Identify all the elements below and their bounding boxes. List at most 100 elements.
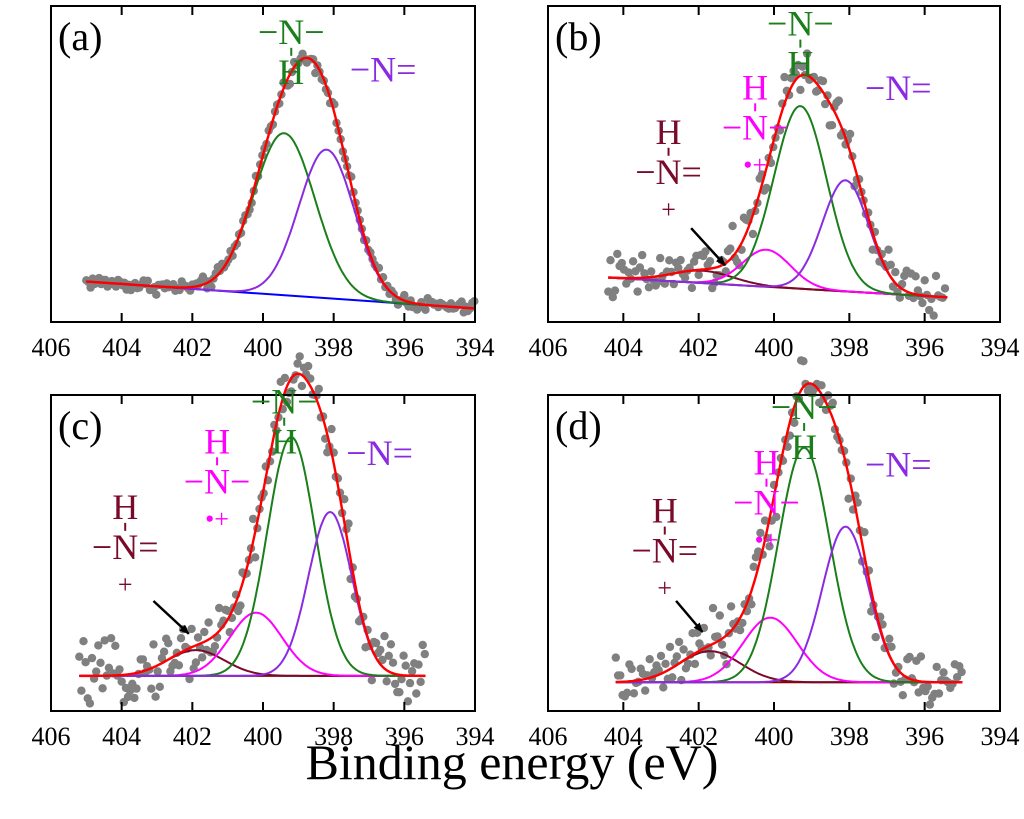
data-point [297, 381, 307, 391]
data-point [115, 665, 124, 674]
species-label: H−N= + [92, 487, 159, 599]
data-point [207, 282, 216, 291]
species-label-line: −N= [631, 531, 698, 571]
species-label-line: −N− [258, 12, 325, 52]
data-point [918, 298, 927, 308]
data-point [611, 653, 620, 662]
data-point [747, 600, 756, 609]
data-point [844, 494, 853, 503]
species-label-line: −N= [865, 444, 932, 484]
data-point [668, 673, 677, 682]
data-point [200, 627, 209, 637]
data-point [77, 686, 86, 695]
data-point [94, 641, 103, 650]
species-label-line: −N= [346, 433, 413, 473]
data-point [656, 253, 665, 263]
data-point [382, 677, 391, 686]
data-point [282, 397, 292, 407]
data-point [251, 553, 260, 562]
data-point [762, 183, 771, 193]
x-tick-label: 400 [244, 722, 283, 751]
panel-d: 406 404 402 400 398 396 394(d)H−N=+H−N−•+−N−H −… [529, 356, 1020, 751]
x-tick-label: 404 [102, 722, 141, 751]
data-point [106, 634, 116, 643]
data-point [756, 528, 765, 538]
data-point [400, 290, 409, 300]
species-label: −N= [865, 68, 932, 108]
species-label: −N−H [771, 387, 838, 467]
data-point [817, 381, 826, 390]
data-point [81, 658, 90, 667]
data-point [661, 659, 670, 668]
data-point [647, 267, 656, 276]
x-tick-label: 398 [830, 722, 869, 751]
data-point [193, 633, 203, 642]
data-point [147, 684, 156, 693]
data-point [713, 632, 722, 641]
data-point [911, 272, 920, 281]
data-point [420, 649, 429, 659]
data-point [790, 418, 799, 427]
data-point [845, 129, 855, 139]
species-label-line: H [753, 443, 779, 483]
envelope-curve [86, 56, 476, 310]
x-tick-label: 394 [456, 722, 495, 751]
data-point [717, 640, 727, 649]
species-label-line: −N− [767, 4, 834, 44]
species-label: −N= [346, 433, 413, 473]
data-point [627, 664, 636, 674]
data-point [679, 645, 688, 654]
data-point [236, 601, 245, 610]
data-point [635, 263, 645, 272]
x-tick-label: 394 [981, 722, 1020, 751]
data-point [75, 652, 84, 661]
x-tick-label: 398 [314, 722, 353, 751]
data-point [327, 424, 336, 434]
data-point [617, 258, 626, 268]
data-point [885, 634, 894, 643]
data-point [287, 387, 296, 396]
species-label-line: H [652, 491, 678, 531]
data-point [818, 76, 828, 86]
annotation-arrow [675, 600, 704, 633]
data-point [608, 293, 617, 302]
data-point [606, 256, 615, 265]
species-label-line: H [112, 487, 138, 527]
species-label: H−N− •+ [184, 421, 251, 533]
data-point [390, 679, 400, 689]
species-label-line: −N= [92, 527, 159, 567]
species-label-line: −N− [722, 107, 789, 147]
panel-label: (a) [58, 14, 102, 59]
species-label-line: −N= [635, 152, 702, 192]
x-tick-label: 402 [173, 333, 212, 362]
x-tick-label: 406 [529, 333, 568, 362]
x-tick-label: 406 [32, 333, 71, 362]
data-point [285, 79, 295, 89]
data-point [728, 221, 737, 231]
x-tick-label: 406 [32, 722, 71, 751]
species-label-line: −N− [251, 382, 318, 422]
data-point [676, 255, 685, 265]
data-point [117, 677, 126, 686]
data-point [884, 245, 893, 254]
data-point [96, 658, 105, 667]
data-point [940, 284, 950, 293]
data-point [735, 626, 745, 635]
data-point [340, 495, 349, 504]
panel-label: (b) [555, 14, 602, 59]
data-point [887, 642, 896, 651]
data-point [399, 651, 408, 660]
data-point [694, 270, 703, 280]
data-point [628, 257, 638, 266]
data-point [929, 311, 938, 320]
data-point [215, 603, 224, 613]
data-point [760, 516, 770, 525]
x-tick-label: 400 [755, 722, 794, 751]
data-point [705, 257, 715, 266]
data-point [645, 655, 654, 664]
data-point [780, 72, 789, 82]
data-point [380, 631, 389, 641]
data-point [715, 611, 724, 620]
data-point [656, 651, 666, 661]
data-point [248, 514, 258, 524]
